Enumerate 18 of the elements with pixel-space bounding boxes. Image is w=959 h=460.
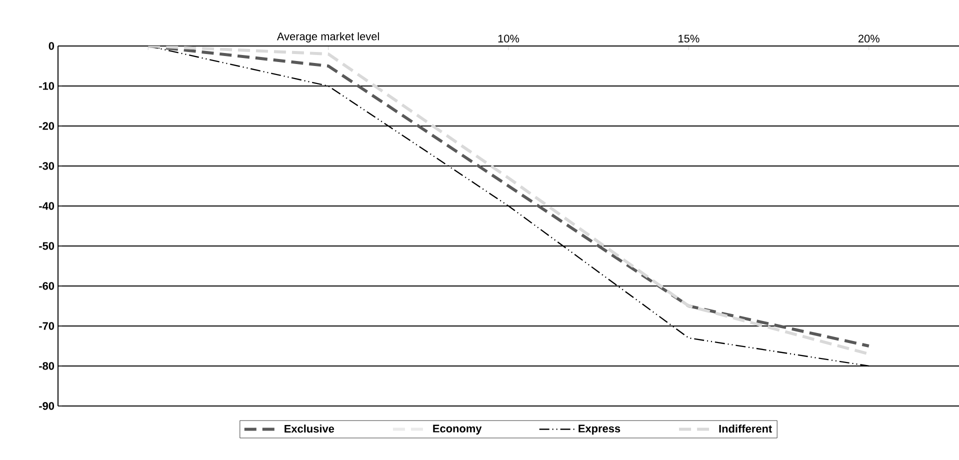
x-tick-label: 20% [858,34,880,42]
y-tick-label: -20 [39,122,54,130]
y-tick-label: -60 [39,282,54,290]
y-tick-label: -10 [39,82,54,90]
legend-label: Economy [433,424,482,435]
y-tick-label: 0 [48,42,54,50]
y-tick-label: -50 [39,242,54,250]
legend-label: Express [578,424,620,435]
legend-label: Exclusive [284,424,334,433]
y-tick-label: -80 [39,362,54,370]
legend-label: Indifferent [719,424,772,433]
y-tick-label: -40 [39,202,54,210]
x-tick-label: Average market level [276,32,379,42]
x-tick-label: 15% [678,34,700,42]
y-tick-label: -70 [39,322,54,330]
y-tick-label: -90 [39,402,54,410]
x-tick-label: 10% [498,34,520,42]
y-tick-label: -30 [39,162,54,170]
